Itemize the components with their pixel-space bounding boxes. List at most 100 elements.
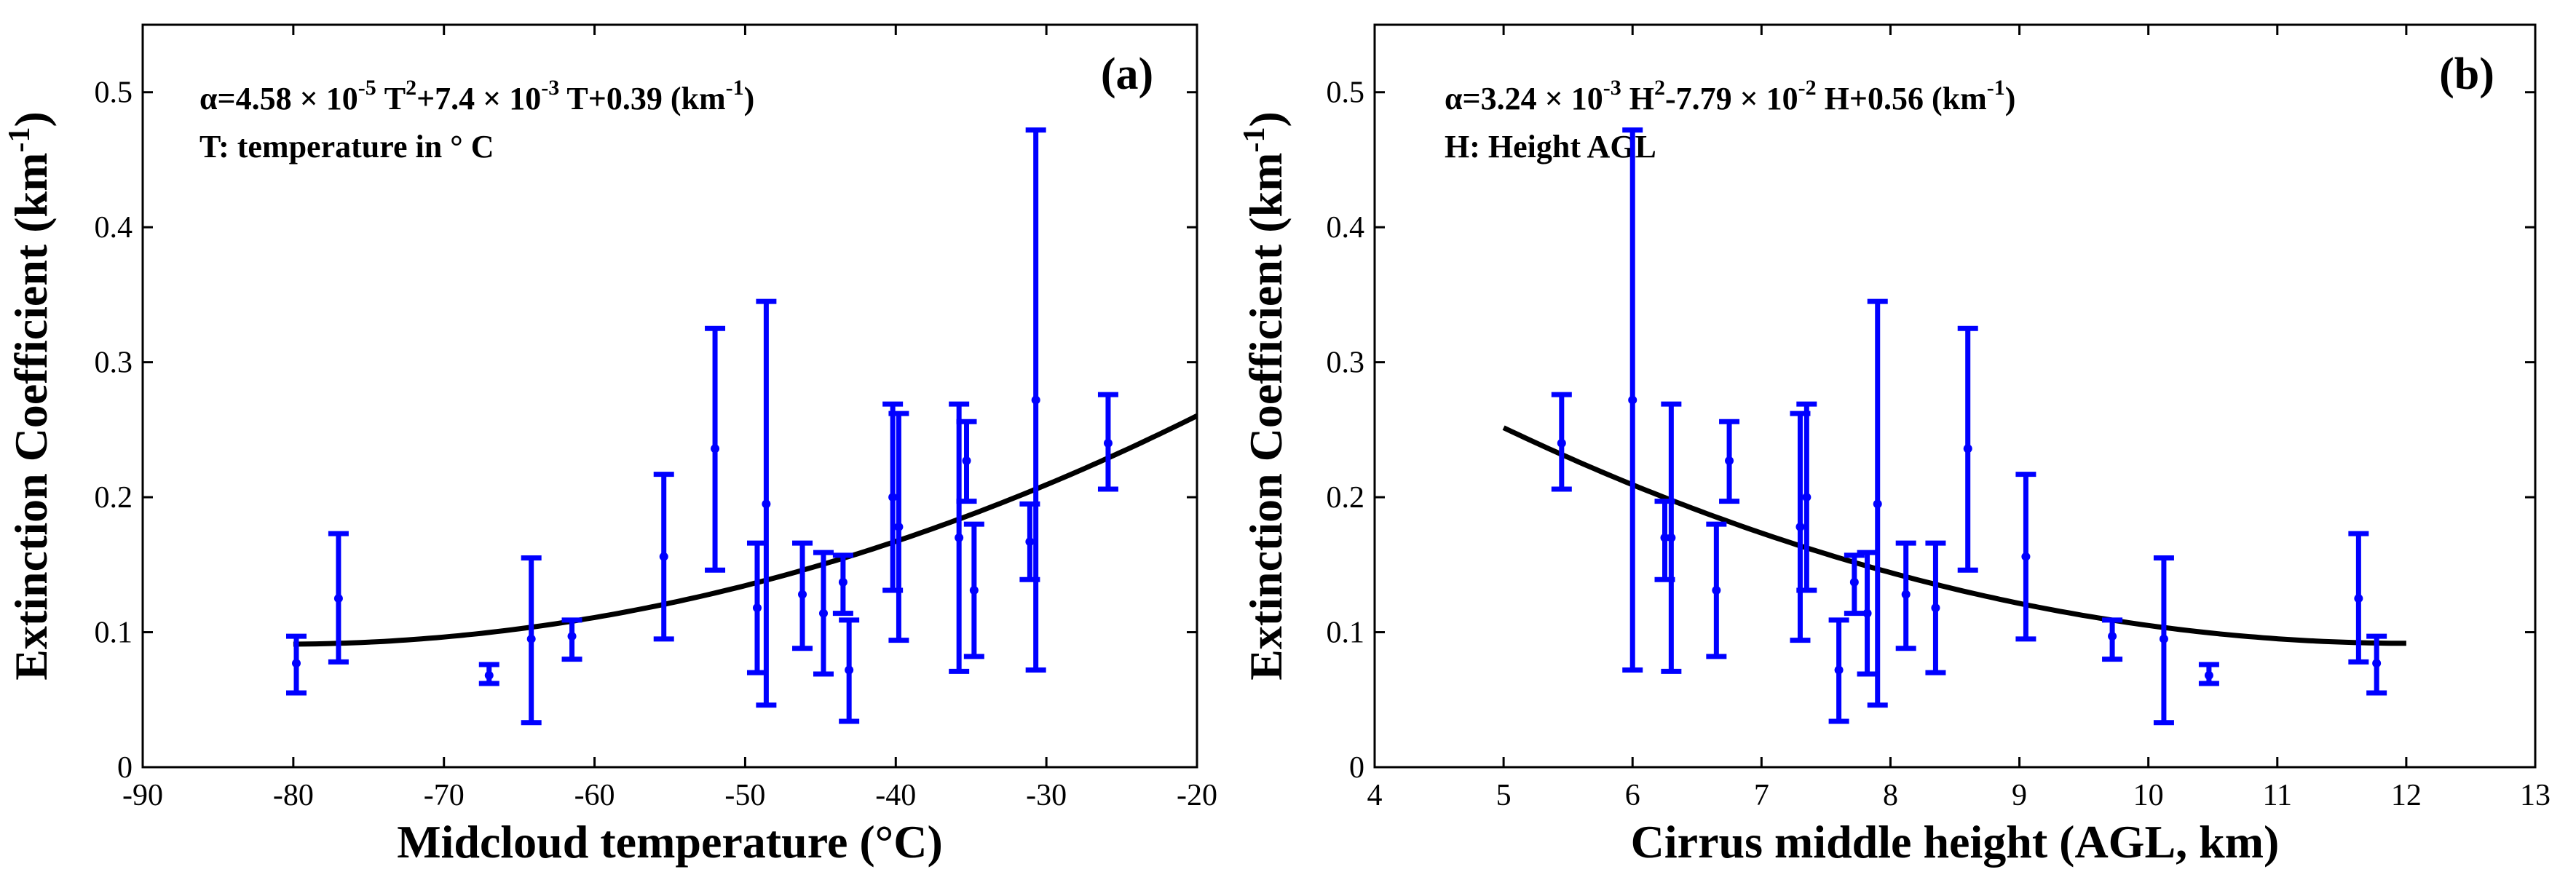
error-bar (1796, 401, 1817, 593)
x-tick-label: -20 (1177, 779, 1217, 812)
y-axis-label: Extinction Coefficient (km-1) (3, 111, 57, 681)
y-tick-label: 0.1 (1327, 617, 1365, 650)
axes-frame (1373, 23, 2537, 769)
error-bar (2348, 531, 2369, 665)
data-point (955, 533, 964, 542)
error-bar (285, 633, 307, 696)
data-point (1660, 533, 1670, 542)
error-bar (2366, 633, 2387, 696)
y-tick-label: 0.5 (95, 76, 133, 110)
panel-b-height-chart: 4 5 6 7 8 9 10 11 12 13 0 0.1 0.2 0.3 0.4 0.5 Cirrus mid… (1238, 23, 2551, 868)
error-bar (1867, 298, 1888, 708)
y-axis-label-space (5, 233, 57, 245)
x-axis-label: Cirrus middle height (AGL, km) (1631, 816, 2280, 868)
y-axis-label-unit-exponent: -1 (1238, 127, 1271, 153)
data-point (845, 665, 854, 675)
fit-equation-superscript: -1 (726, 76, 744, 100)
error-bar (2153, 555, 2174, 726)
x-tick-label: -60 (574, 779, 615, 812)
fit-equation-part: -7.79 × 10 (1665, 81, 1798, 116)
x-tick-label: -30 (1026, 779, 1067, 812)
fit-equation-superscript: -3 (541, 76, 559, 100)
error-bar (956, 419, 977, 504)
data-point (1795, 522, 1805, 531)
x-tick-label: 13 (2520, 779, 2551, 812)
x-tick-label: 10 (2133, 779, 2164, 812)
y-tick-label: 0 (117, 751, 133, 785)
error-bar (888, 411, 909, 643)
y-axis-label-unit-close: ) (5, 111, 57, 127)
data-point (526, 634, 536, 643)
fit-equation-superscript: 2 (406, 76, 416, 100)
fit-equation-part: α=3.24 × 10 (1445, 81, 1603, 116)
data-point (1802, 493, 1812, 502)
error-bar (328, 531, 349, 665)
error-bar (1622, 127, 1643, 673)
data-point (1031, 395, 1040, 405)
error-bar (1895, 540, 1916, 651)
y-tick-label: 0.3 (1327, 346, 1365, 380)
fit-equation-superscript: -1 (1987, 76, 2005, 100)
data-point (1931, 603, 1940, 613)
data-point (1901, 590, 1911, 599)
fit-equation-superscript: 2 (1654, 76, 1665, 100)
error-bar (1857, 550, 1878, 677)
fit-curve (293, 413, 1198, 647)
data-point (798, 590, 807, 599)
data-point (1667, 533, 1676, 542)
fit-variable-note: T: temperature in ° C (199, 129, 494, 164)
x-axis-label: Midcloud temperature (°C) (397, 816, 943, 868)
error-bar (521, 555, 542, 726)
fit-curve (1502, 425, 2406, 646)
error-bar (1957, 325, 1978, 573)
fit-equation: α=4.58 × 10-5 T2+7.4 × 10-3 T+0.39 (km-1… (199, 76, 754, 116)
y-axis-label-unit: (km (5, 153, 57, 233)
data-point (567, 632, 577, 641)
x-tick-label: -80 (273, 779, 314, 812)
error-bar (839, 617, 860, 724)
error-bar (792, 540, 813, 651)
fit-equation-superscript: -5 (358, 76, 376, 100)
data-point (888, 493, 898, 502)
y-tick-label: 0.5 (1327, 76, 1365, 110)
y-axis-label-unit: (km (1240, 153, 1292, 233)
fit-equation-part: T+0.39 (km (559, 81, 725, 116)
y-axis-label: Extinction Coefficient (km-1) (1238, 111, 1292, 681)
error-bar (756, 298, 777, 708)
error-bar (653, 472, 674, 642)
data-point (1628, 395, 1637, 405)
error-bar (561, 617, 582, 662)
data-point (2021, 552, 2031, 561)
data-point (1557, 438, 1566, 448)
data-point (1725, 456, 1734, 466)
y-tick-label: 0.4 (1327, 211, 1365, 245)
error-bar (832, 552, 853, 617)
fit-equation-part: H (1621, 81, 1654, 116)
error-bar (2015, 472, 2036, 642)
fit-equation-part: T (376, 81, 406, 116)
panel-label: (a) (1101, 49, 1153, 99)
data-point (1849, 577, 1859, 587)
error-bar (2198, 662, 2219, 686)
y-tick-label: 0.1 (95, 617, 133, 650)
axes-frame (141, 23, 1198, 769)
fit-equation-superscript: -3 (1603, 76, 1621, 100)
error-bar (1844, 552, 1865, 617)
fit-equation-superscript: -2 (1798, 76, 1817, 100)
error-bar (705, 325, 726, 573)
error-bar (1925, 540, 1946, 675)
fit-equation-part: H+0.56 (km (1817, 81, 1987, 116)
fit-equation-part: ) (744, 81, 755, 116)
error-bar (1719, 419, 1740, 504)
data-point (2159, 634, 2168, 643)
data-point (2372, 659, 2382, 668)
x-tick-label: 4 (1367, 779, 1383, 812)
y-tick-label: 0.2 (95, 481, 133, 515)
x-tick-label: -90 (122, 779, 163, 812)
error-bar (1828, 617, 1849, 724)
data-point (2108, 632, 2117, 641)
data-point (762, 499, 771, 509)
y-tick-label: 0.4 (95, 211, 133, 245)
error-bar (1025, 127, 1046, 673)
fit-variable-note: H: Height AGL (1445, 129, 1656, 164)
